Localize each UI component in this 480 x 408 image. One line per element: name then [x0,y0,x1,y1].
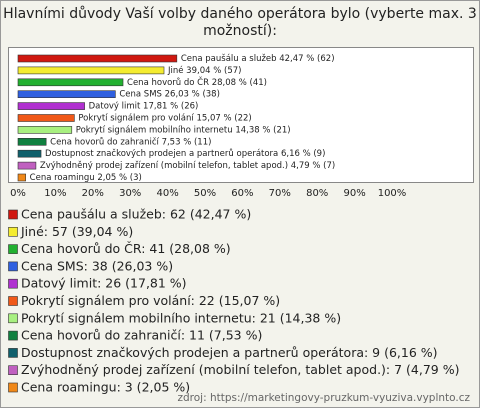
x-tick-label: 50% [194,188,216,199]
bar [17,66,165,75]
x-tick-label: 70% [269,188,291,199]
legend-swatch [8,365,18,376]
bar [17,90,116,98]
legend-entry: Dostupnost značkových prodejen a partner… [21,345,438,360]
bar [17,126,73,134]
chart-title: možností): [203,23,277,39]
legend-entry: Cena roamingu: 3 (2,05 %) [21,380,190,395]
chart-title: Hlavními důvody Vaší volby daného operát… [3,6,477,22]
x-tick-label: 30% [119,188,141,199]
legend-entry: Cena paušálu a služeb: 62 (42,47 %) [21,207,251,222]
legend-entry: Jiné: 57 (39,04 %) [20,224,133,239]
bar [17,114,75,122]
legend-swatch [8,296,18,306]
bar [17,78,124,87]
bar-label: Cena hovorů do ČR 28,08 % (41) [127,76,267,88]
x-tick-label: 0% [10,188,26,199]
legend-swatch [8,244,18,254]
bar-label: Jiné 39,04 % (57) [167,65,241,76]
source: zdroj: https://marketingovy-pruzkum-vyuz… [177,392,470,404]
legend-entry: Cena hovorů do ČR: 41 (28,08 %) [21,241,231,256]
x-tick-label: 40% [156,188,178,199]
bar-label: Zvýhodněný prodej zařízení (mobilní tele… [40,161,335,171]
bar [17,138,47,146]
legend-swatch [8,261,18,272]
legend-entry: Cena SMS: 38 (26,03 %) [21,258,173,273]
bar [17,54,178,63]
legend-entry: Datový limit: 26 (17,81 %) [21,276,187,291]
x-tick-label: 80% [306,188,328,199]
legend-swatch [8,278,18,289]
legend-entry: Pokrytí signálem pro volání: 22 (15,07 %… [21,293,280,308]
x-tick-label: 90% [343,188,365,199]
bar-label: Dostupnost značkových prodejen a partner… [45,148,325,159]
bar [17,173,26,182]
legend-swatch [8,348,18,358]
legend-swatch [8,209,18,220]
x-tick-label: 100% [378,188,407,199]
legend-entry: Zvýhodněný prodej zařízení (mobilní tele… [21,362,459,377]
x-tick-label: 60% [231,188,253,199]
x-tick-label: 20% [82,188,104,199]
bar-label: Cena SMS 26,03 % (38) [119,90,220,100]
bar [17,102,85,110]
bar [17,161,37,170]
bar-label: Cena hovorů do zahraničí 7,53 % (11) [50,136,211,147]
bar-label: Cena roamingu 2,05 % (3) [30,173,142,183]
bar [17,149,42,158]
legend-entry: Pokrytí signálem mobilního internetu: 21… [21,310,341,325]
legend-swatch [8,382,18,393]
bar-label: Pokrytí signálem pro volání 15,07 % (22) [78,114,251,124]
bar-label: Datový limit 17,81 % (26) [89,102,199,112]
legend-swatch [8,330,18,341]
legend-entry: Cena hovorů do zahraničí: 11 (7,53 %) [21,328,262,343]
legend-swatch [8,313,18,324]
bar-label: Cena paušálu a služeb 42,47 % (62) [181,53,335,64]
x-tick-label: 10% [44,188,66,199]
bar-label: Pokrytí signálem mobilního internetu 14,… [76,125,291,135]
legend-swatch [8,227,18,237]
